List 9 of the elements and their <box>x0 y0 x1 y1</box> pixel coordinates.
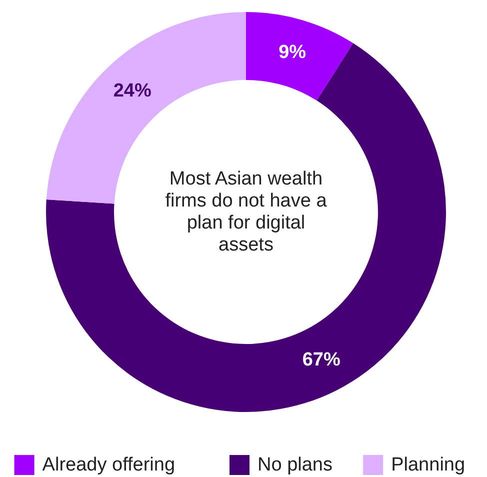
text: Most Asian wealth firms do not have a plan for digital assets <box>165 168 328 256</box>
legend-label: No plans <box>258 454 332 476</box>
donut-slice <box>46 43 446 412</box>
donut-slice <box>246 12 354 101</box>
data-label: 9% <box>278 42 306 64</box>
legend-label: Planning <box>391 454 466 476</box>
data-label: 67% <box>302 349 340 370</box>
data-label: 24% <box>113 80 152 102</box>
legend-label: Already offering <box>42 454 176 476</box>
